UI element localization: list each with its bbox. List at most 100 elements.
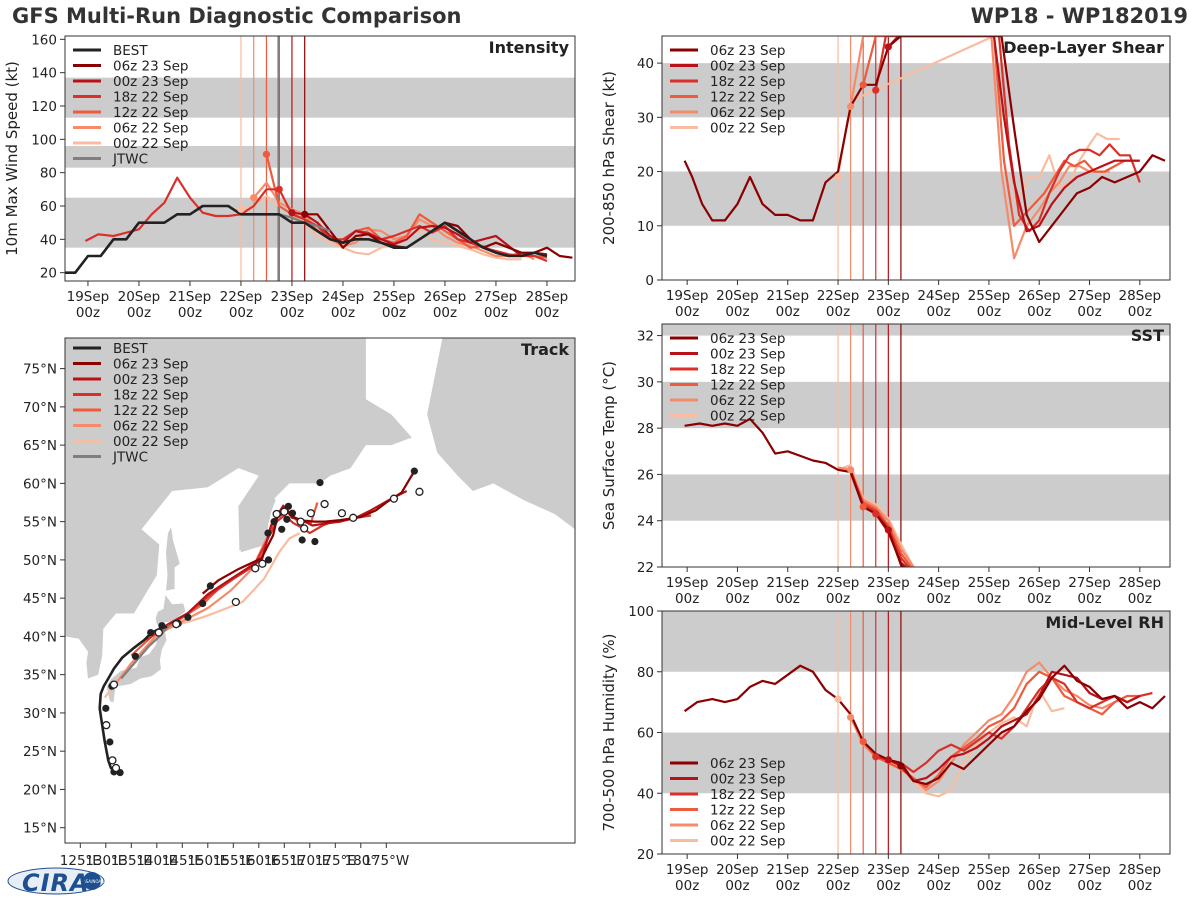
y-tick-label: 70°N xyxy=(23,400,57,416)
y-tick-label: 100 xyxy=(31,132,57,148)
legend-label: 06z 23 Sep xyxy=(113,357,188,373)
y-tick-label: 40°N xyxy=(23,629,57,645)
x-tick-label: 130°E xyxy=(85,853,126,869)
series-line xyxy=(683,36,1166,244)
y-tick-label: 40 xyxy=(40,232,57,248)
x-tick-label: 00z xyxy=(675,878,699,894)
x-tick-label: 165°E xyxy=(264,853,305,869)
x-tick-label: 22Sep xyxy=(817,862,860,878)
intensity-frame xyxy=(64,35,576,282)
legend-label: 00z 22 Sep xyxy=(113,434,188,450)
logo-text: CIRA xyxy=(22,869,90,897)
x-tick-label: 20Sep xyxy=(716,862,759,878)
series-line xyxy=(887,670,1141,783)
x-tick-label: 140°E xyxy=(136,853,177,869)
x-tick-label: 00z xyxy=(675,591,699,607)
y-tick-label: 45°N xyxy=(23,591,57,607)
y-tick-label: 20 xyxy=(637,165,654,181)
legend-label: 06z 23 Sep xyxy=(113,59,188,75)
y-tick-label: 0 xyxy=(645,273,654,289)
y-tick-label: 32 xyxy=(637,329,654,345)
track-position-filled xyxy=(311,537,319,546)
x-tick-label: 145°E xyxy=(162,853,203,869)
legend-label: JTWC xyxy=(112,450,148,466)
track-position-open xyxy=(389,494,399,503)
track-position-open xyxy=(272,509,281,519)
track-position-filled xyxy=(288,509,297,517)
x-tick-label: 20Sep xyxy=(118,289,161,305)
y-tick-label: 160 xyxy=(31,32,57,48)
x-tick-label: 28Sep xyxy=(1119,288,1162,304)
track-position-filled xyxy=(106,738,114,746)
shear-frame xyxy=(661,35,1171,281)
grey-band xyxy=(662,171,1170,226)
x-tick-label: 150°E xyxy=(187,853,228,869)
y-tick-label: 60°N xyxy=(23,476,57,492)
asia-landmass xyxy=(65,338,412,679)
x-tick-label: 00z xyxy=(280,305,304,321)
legend-label: 18z 22 Sep xyxy=(113,90,188,106)
x-tick-label: 00z xyxy=(826,304,850,320)
x-tick-label: 27Sep xyxy=(475,289,518,305)
panel-title: Track xyxy=(521,340,569,359)
y-tick-label: 15°N xyxy=(23,821,57,837)
x-tick-label: 22Sep xyxy=(220,289,263,305)
y-tick-label: 65°N xyxy=(23,438,57,454)
intensity-panel: 2040608010012014016019Sep00z20Sep00z21Se… xyxy=(3,32,576,321)
track-line xyxy=(98,625,168,774)
y-tick-label: 50°N xyxy=(23,553,57,569)
legend-label: 06z 22 Sep xyxy=(710,818,785,834)
rh-panel: 2040608010019Sep00z20Sep00z21Sep00z22Sep… xyxy=(600,604,1171,894)
x-tick-label: 00z xyxy=(127,305,151,321)
y-tick-label: 20°N xyxy=(23,782,57,798)
series-marker xyxy=(262,150,271,158)
legend-label: 12z 22 Sep xyxy=(113,403,188,419)
x-tick-label: 19Sep xyxy=(666,862,709,878)
panel-title: Mid-Level RH xyxy=(1045,613,1164,632)
legend-label: 00z 22 Sep xyxy=(710,121,785,137)
x-tick-label: 20Sep xyxy=(716,575,759,591)
y-tick-label: 60 xyxy=(637,726,654,742)
x-tick-label: 00z xyxy=(826,591,850,607)
track-position-filled xyxy=(264,529,272,537)
track-position-open xyxy=(280,507,289,516)
x-tick-label: 00z xyxy=(229,305,253,321)
y-tick-label: 75°N xyxy=(23,362,57,378)
x-tick-label: 00z xyxy=(535,305,559,321)
x-tick-label: 00z xyxy=(1128,304,1152,320)
y-tick-label: 35°N xyxy=(23,668,57,684)
track-position-open xyxy=(306,509,315,518)
shear-panel: 01020304019Sep00z20Sep00z21Sep00z22Sep00… xyxy=(600,35,1171,320)
legend-label: 06z 22 Sep xyxy=(113,121,188,137)
x-tick-label: 00z xyxy=(725,878,749,894)
x-tick-label: 24Sep xyxy=(322,289,365,305)
series-marker xyxy=(872,753,880,761)
track-position-filled xyxy=(283,515,291,523)
legend-label: 00z 22 Sep xyxy=(113,136,188,152)
series-line xyxy=(887,36,1140,233)
x-tick-label: 00z xyxy=(1077,591,1101,607)
track-position-filled xyxy=(147,628,155,637)
cira-logo: NASA/NOAA xyxy=(7,867,105,895)
series-line xyxy=(862,36,1140,227)
y-tick-label: 140 xyxy=(31,66,57,82)
sakhalin-island xyxy=(166,527,180,591)
legend-label: 00z 23 Sep xyxy=(113,372,188,388)
series-marker xyxy=(847,466,855,474)
y-tick-label: 30°N xyxy=(23,706,57,722)
y-tick-label: 80 xyxy=(40,166,57,182)
track-position-filled xyxy=(284,502,292,510)
x-tick-label: 19Sep xyxy=(666,575,709,591)
series-marker xyxy=(884,43,892,51)
track-panel: 15°N 20°N 25°N 30°N 35°N 40°N 45°N 50°N 55°N 60°N… xyxy=(23,337,576,869)
x-tick-label: 26Sep xyxy=(1018,575,1061,591)
y-tick-label: 80 xyxy=(637,665,654,681)
x-tick-label: 25Sep xyxy=(968,862,1011,878)
legend-label: 12z 22 Sep xyxy=(710,378,785,394)
series-line xyxy=(65,204,548,275)
x-tick-label: 00z xyxy=(927,878,951,894)
x-tick-label: 00z xyxy=(776,591,800,607)
grey-band xyxy=(65,146,575,168)
